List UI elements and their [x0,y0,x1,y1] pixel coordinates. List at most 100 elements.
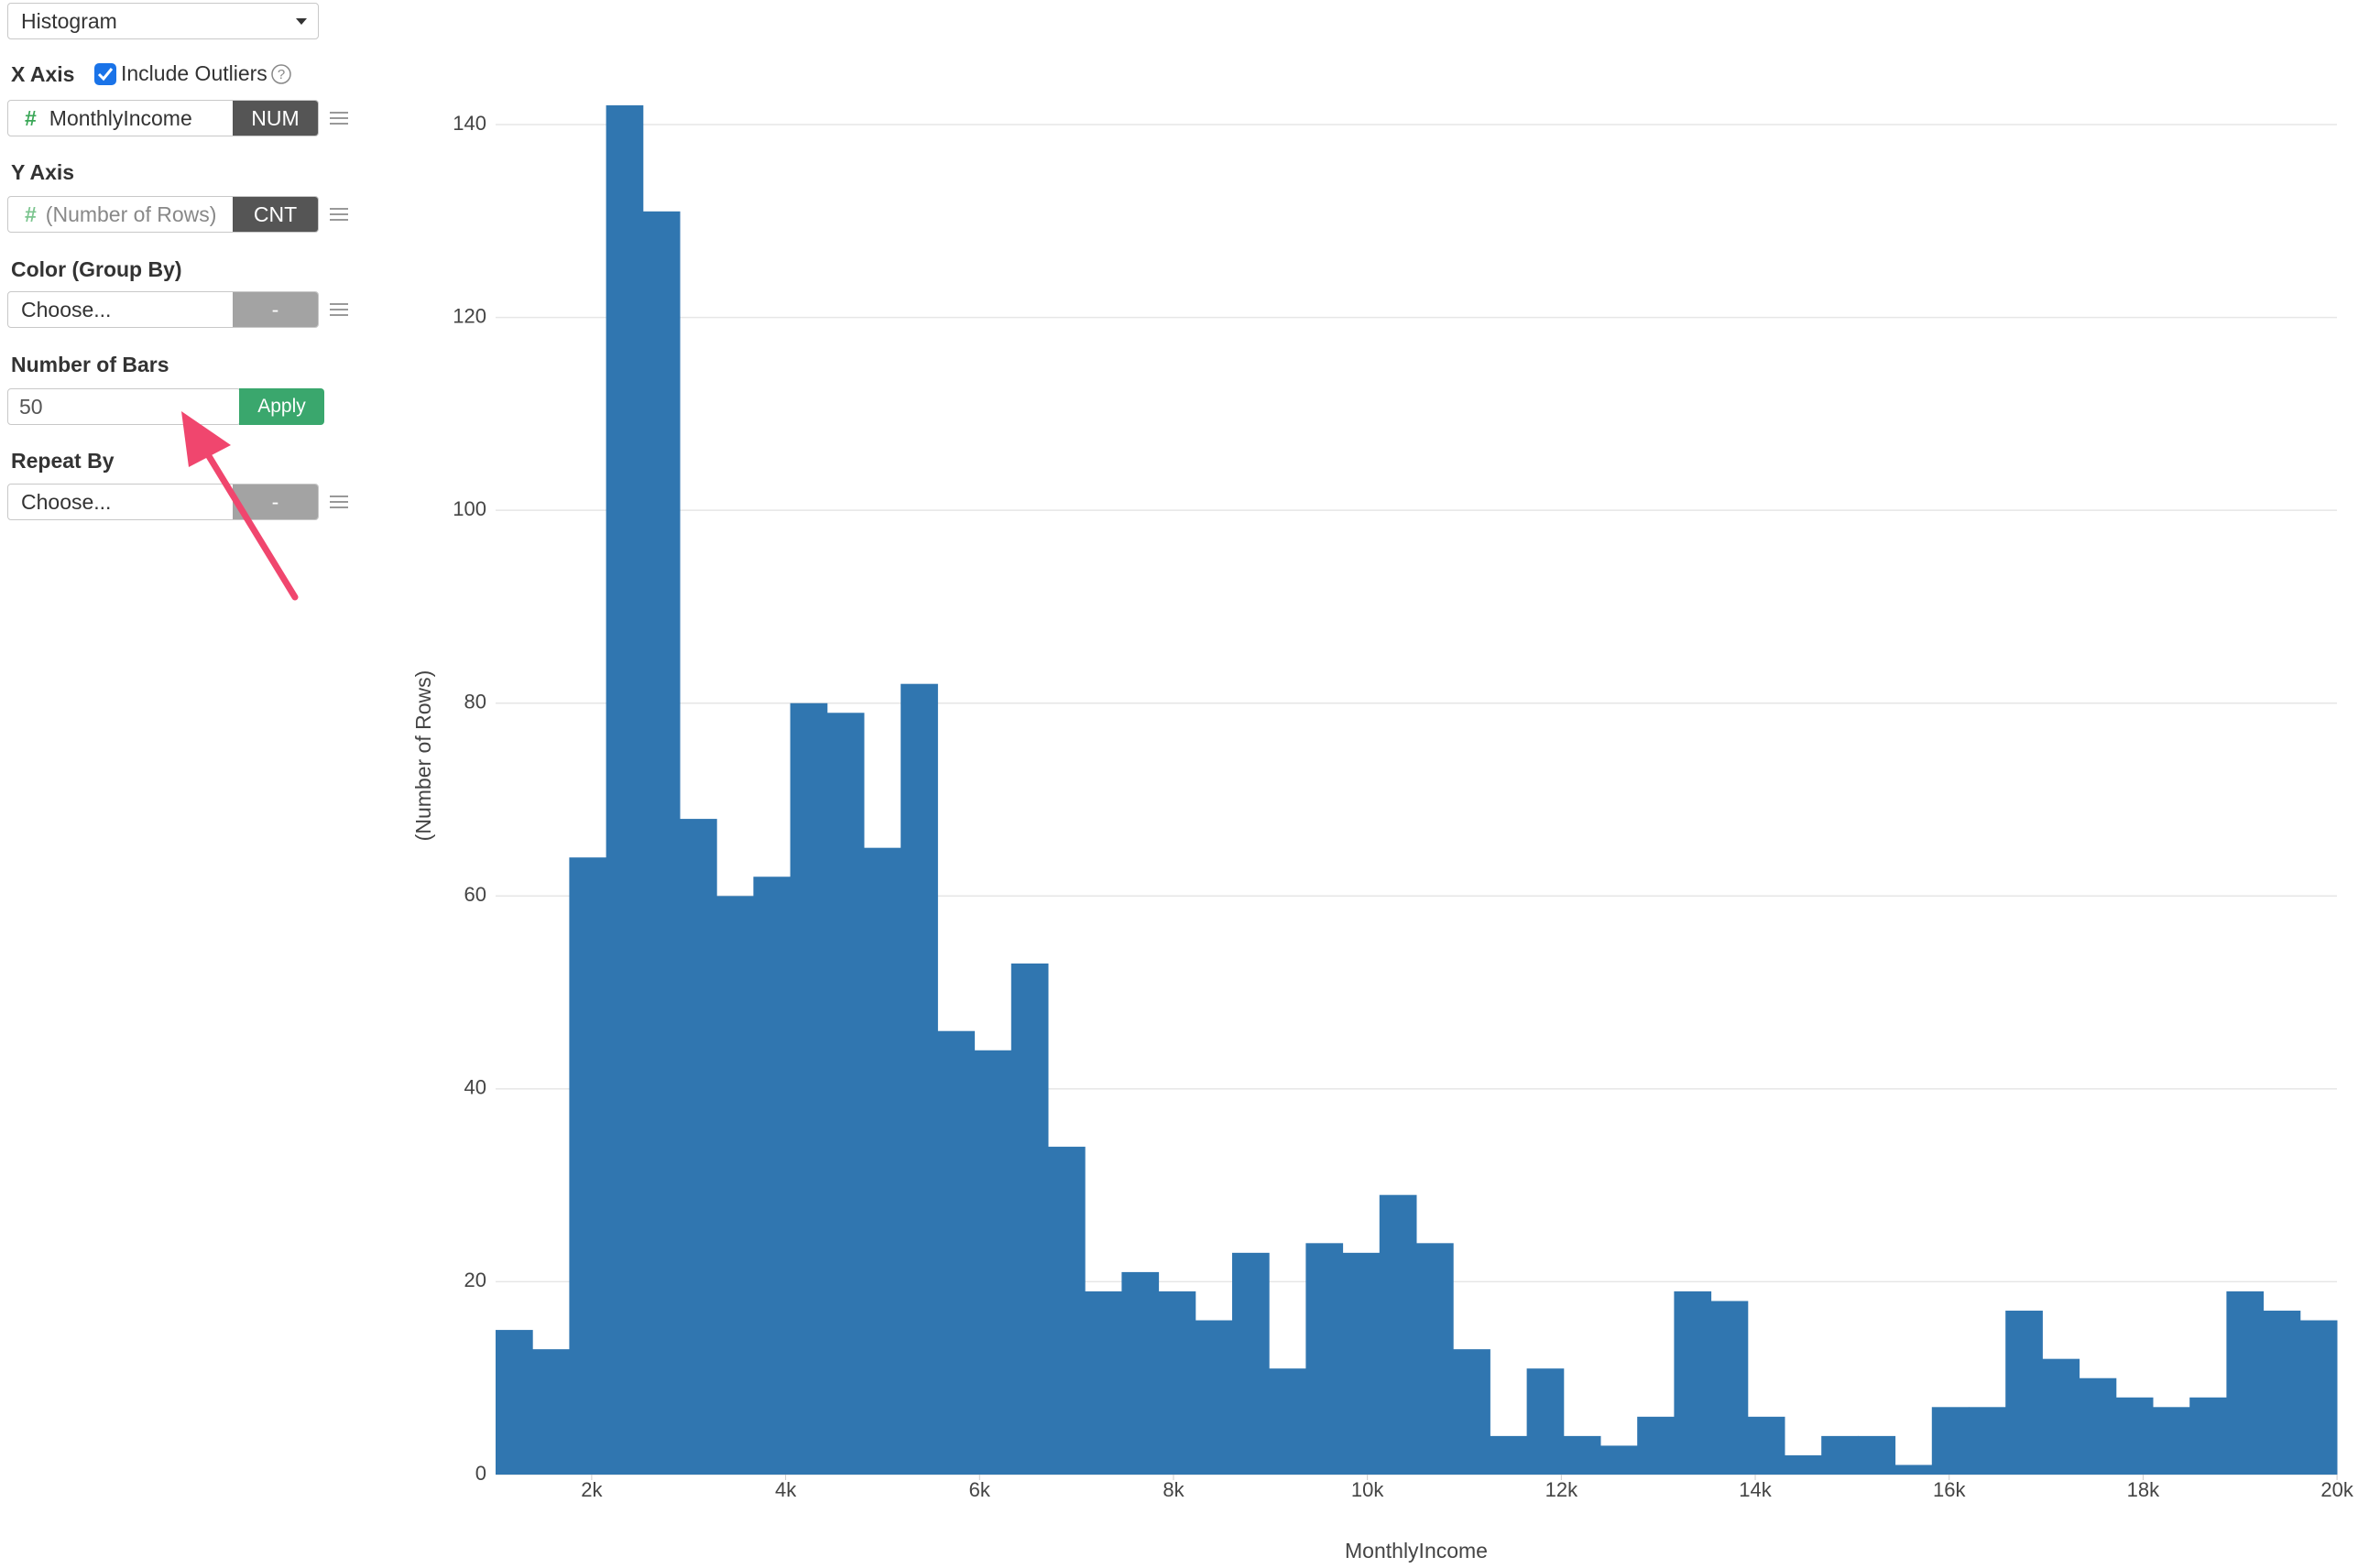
bar [496,1330,533,1475]
bar [2226,1290,2265,1475]
x-tick-label: 2k [581,1478,603,1501]
y-field-name: (Number of Rows) [45,201,217,226]
bar [1931,1407,1970,1475]
y-tick-label: 120 [453,304,486,327]
bar [1416,1243,1454,1475]
y-tick-label: 40 [464,1076,486,1099]
dropdown-caret [296,18,307,25]
outlier-text: Include Outliers [121,61,267,85]
menu-icon[interactable] [330,303,348,316]
menu-icon[interactable] [330,112,348,125]
menu-icon[interactable] [330,495,348,508]
bar [1342,1252,1381,1475]
bar [1969,1407,2006,1475]
numeric-icon: # [25,201,37,226]
bars-label: Number of Bars [11,353,169,376]
chart-type: Histogram [21,8,117,33]
bar [1269,1368,1306,1475]
y-tick-label: 140 [453,112,486,135]
bars-input[interactable]: 50 [7,388,241,425]
bar [2263,1311,2301,1475]
bar [2189,1397,2227,1475]
help-icon[interactable]: ? [267,62,295,86]
bar [1710,1301,1749,1475]
menu-icon[interactable] [330,208,348,221]
bar [1637,1416,1675,1475]
repeat-field-type[interactable]: - [233,485,318,519]
bar [2042,1358,2080,1475]
bar [974,1050,1012,1475]
y-axis-label: Y Axis [11,160,75,184]
bar [1121,1271,1160,1475]
y-tick-label: 20 [464,1269,486,1291]
bar [1453,1349,1490,1475]
bar [1526,1368,1565,1475]
bar [937,1030,976,1475]
bars-value: 50 [19,394,43,419]
x-axis-label: X Axis [11,62,75,86]
x-tick-label: 6k [969,1478,991,1501]
bar [753,877,791,1475]
bar [2153,1407,2190,1475]
bar [680,819,717,1475]
bar [1305,1243,1344,1475]
bar [1232,1252,1270,1475]
bar [1747,1416,1785,1475]
x-tick-label: 4k [775,1478,797,1501]
bar [2005,1311,2043,1475]
x-tick-label: 20k [2320,1478,2353,1501]
color-field-type[interactable]: - [233,292,318,327]
bar [1858,1435,1896,1475]
bar [864,847,901,1475]
bar [826,713,865,1475]
y-tick-label: 100 [453,497,486,520]
repeat-label: Repeat By [11,449,115,473]
repeat-field-name: Choose... [21,489,112,514]
bar [1379,1194,1417,1475]
x-field-type[interactable]: NUM [233,101,318,136]
y-field[interactable]: # (Number of Rows) CNT [7,196,319,233]
color-field-name: Choose... [21,297,112,321]
bar [1085,1290,1122,1475]
bar [716,896,754,1475]
checkbox[interactable] [93,62,117,86]
bar [2079,1377,2117,1475]
bar [606,105,644,1475]
x-field[interactable]: # MonthlyIncome NUM [7,100,319,136]
bar [1563,1435,1601,1475]
x-tick-label: 12k [1545,1478,1578,1501]
y-field-type[interactable]: CNT [233,197,318,232]
apply-button[interactable]: Apply [239,388,324,425]
bar [1894,1465,1933,1475]
y-tick-label: 60 [464,883,486,906]
numeric-icon: # [25,105,37,130]
y-axis-title: (Number of Rows) [411,670,435,842]
bar [2115,1397,2154,1475]
x-tick-label: 10k [1351,1478,1384,1501]
bar [1674,1290,1712,1475]
bar [532,1349,570,1475]
x-axis-title: MonthlyIncome [1345,1539,1488,1563]
bar [1158,1290,1196,1475]
repeat-field[interactable]: Choose... - [7,484,319,520]
bar [1600,1445,1638,1475]
x-tick-label: 14k [1739,1478,1772,1501]
outlier-option: Include Outliers ? [93,61,295,86]
chart-type-dropdown[interactable]: Histogram [7,3,319,39]
color-field[interactable]: Choose... - [7,291,319,328]
bar [569,857,607,1475]
bar [790,702,828,1475]
bar [1821,1435,1859,1475]
bar [1195,1320,1233,1475]
bar [1048,1147,1086,1475]
y-tick-label: 0 [475,1462,486,1485]
bar [2299,1320,2338,1475]
y-tick-label: 80 [464,691,486,713]
bar [642,211,681,1475]
bar [1010,964,1049,1475]
bar [1490,1435,1528,1475]
bar [901,683,938,1475]
bar [1785,1454,1822,1475]
